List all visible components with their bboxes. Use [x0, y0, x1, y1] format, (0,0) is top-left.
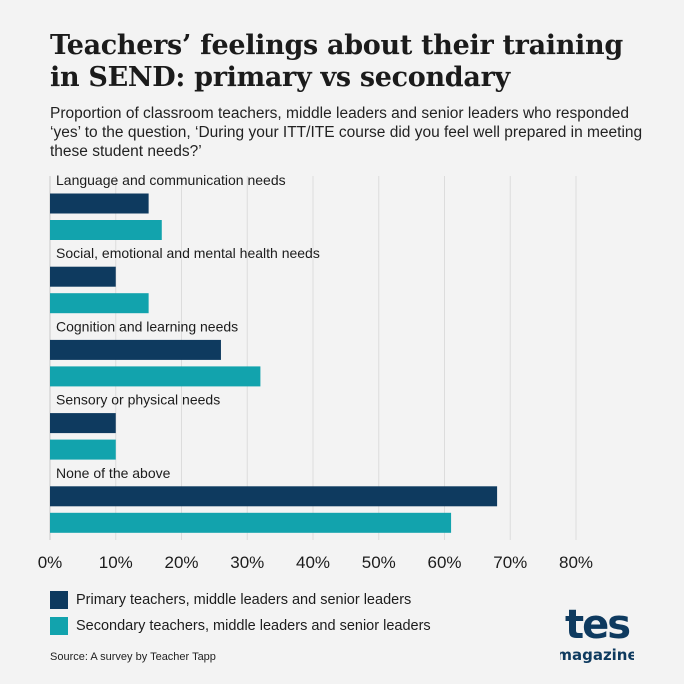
bar-secondary	[50, 512, 452, 533]
x-tick-label: 10%	[99, 553, 133, 572]
source-note: Source: A survey by Teacher Tapp	[50, 651, 216, 663]
legend-item-primary: Primary teachers, middle leaders and sen…	[50, 590, 431, 610]
logo-main-text: tes	[565, 602, 629, 648]
bar-primary	[50, 339, 221, 360]
bar-primary	[50, 486, 498, 507]
bar-primary	[50, 413, 116, 434]
category-labels: Language and communication needs Social, …	[56, 172, 320, 481]
legend-swatch-primary	[50, 591, 68, 609]
legend-label-secondary: Secondary teachers, middle leaders and s…	[76, 618, 431, 634]
category-label: None of the above	[56, 465, 171, 481]
x-tick-label: 80%	[559, 553, 593, 572]
x-tick-label: 50%	[362, 553, 396, 572]
x-axis-tick-labels: 0% 10% 20% 30% 40% 50% 60% 70% 80%	[38, 553, 593, 572]
x-tick-label: 30%	[230, 553, 264, 572]
chart-title: Teachers’ feelings about their training …	[50, 30, 623, 93]
bar-secondary	[50, 293, 149, 314]
bar-primary	[50, 193, 149, 214]
legend: Primary teachers, middle leaders and sen…	[50, 590, 431, 642]
bar-secondary	[50, 439, 116, 460]
x-tick-label: 20%	[164, 553, 198, 572]
tes-magazine-logo: tes magazine	[560, 602, 634, 664]
bars	[50, 193, 498, 533]
chart-subtitle: Proportion of classroom teachers, middle…	[50, 105, 643, 160]
category-label: Sensory or physical needs	[56, 392, 220, 408]
legend-item-secondary: Secondary teachers, middle leaders and s…	[50, 616, 431, 636]
x-tick-label: 70%	[493, 553, 527, 572]
x-tick-label: 60%	[427, 553, 461, 572]
legend-swatch-secondary	[50, 617, 68, 635]
category-label: Language and communication needs	[56, 172, 286, 188]
x-tick-label: 40%	[296, 553, 330, 572]
logo-sub-text: magazine	[560, 646, 634, 664]
category-label: Cognition and learning needs	[56, 318, 238, 334]
x-tick-label: 0%	[38, 553, 63, 572]
legend-label-primary: Primary teachers, middle leaders and sen…	[76, 592, 412, 608]
category-label: Social, emotional and mental health need…	[56, 245, 320, 261]
bar-secondary	[50, 366, 261, 387]
bar-primary	[50, 266, 116, 287]
bar-secondary	[50, 220, 162, 240]
